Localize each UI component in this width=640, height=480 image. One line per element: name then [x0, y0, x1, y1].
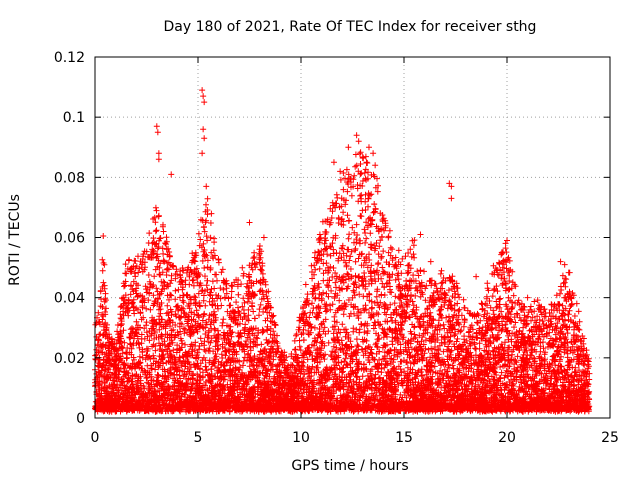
roti-outlier-point	[330, 159, 337, 166]
x-axis-label: GPS time / hours	[291, 458, 408, 474]
roti-outlier-point	[353, 132, 360, 139]
y-axis-ticks: 0 0.02 0.04 0.06 0.08 0.1 0.12	[54, 50, 610, 427]
y-tick-label: 0.04	[54, 291, 85, 307]
x-tick-label: 20	[498, 430, 516, 446]
roti-outlier-point	[561, 261, 568, 268]
roti-outlier-point	[337, 168, 344, 175]
x-tick-label: 10	[292, 430, 310, 446]
roti-outlier-point	[203, 183, 210, 190]
x-tick-label: 0	[91, 430, 100, 446]
roti-outlier-point	[100, 232, 107, 239]
roti-outlier-point	[372, 162, 379, 169]
y-tick-label: 0.12	[54, 50, 85, 66]
roti-outlier-point	[246, 219, 253, 226]
roti-outlier-point	[427, 258, 434, 265]
roti-outlier-point	[201, 135, 208, 142]
roti-outlier-point	[260, 234, 267, 241]
roti-outlier-point	[153, 123, 160, 130]
y-tick-label: 0.06	[54, 231, 85, 247]
roti-outlier-point	[448, 183, 455, 190]
roti-outlier-point	[557, 258, 564, 265]
y-tick-label: 0.08	[54, 170, 85, 186]
roti-outlier-point	[168, 171, 175, 178]
roti-outlier-point	[200, 93, 207, 100]
roti-outlier-point	[355, 138, 362, 145]
x-tick-label: 5	[194, 430, 203, 446]
roti-outlier-point	[473, 273, 480, 280]
roti-point-cloud	[92, 149, 593, 415]
roti-outlier-point	[524, 294, 531, 301]
roti-outlier-point	[446, 180, 453, 187]
roti-outlier-point	[448, 195, 455, 202]
chart-title: Day 180 of 2021, Rate Of TEC Index for r…	[164, 19, 537, 35]
roti-outlier-point	[155, 150, 162, 157]
roti-outlier-point	[417, 231, 424, 238]
roti-outlier-point	[199, 87, 206, 94]
data-points	[92, 87, 593, 415]
x-tick-label: 15	[395, 430, 413, 446]
x-axis-ticks: 0 5 10 15 20 25	[91, 57, 619, 446]
roti-outlier-point	[561, 279, 568, 286]
roti-outlier-point	[370, 150, 377, 157]
y-tick-label: 0.02	[54, 351, 85, 367]
roti-outlier-point	[345, 144, 352, 151]
roti-outlier-point	[365, 144, 372, 151]
y-tick-label: 0.1	[63, 110, 85, 126]
roti-outlier-point	[199, 150, 206, 157]
x-tick-label: 25	[601, 430, 619, 446]
y-axis-label: ROTI / TECUs	[7, 194, 23, 286]
roti-outlier-point	[504, 237, 510, 244]
roti-outlier-point	[201, 99, 208, 106]
roti-outlier-point	[200, 126, 207, 133]
roti-outlier-point	[154, 129, 161, 136]
y-tick-label: 0	[76, 411, 85, 427]
roti-outlier-point	[499, 258, 506, 265]
roti-outlier-point	[155, 156, 162, 163]
